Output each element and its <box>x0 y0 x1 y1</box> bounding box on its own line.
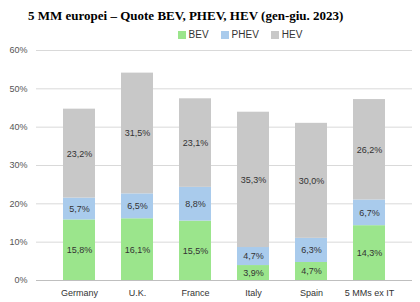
svg-text:15,8%: 15,8% <box>67 245 93 255</box>
svg-text:15,5%: 15,5% <box>183 246 209 256</box>
html-text:5 MM europei – Quote BEV, PHEV: 5 MM europei – Quote BEV, PHEV, HEV (gen… <box>28 8 344 23</box>
svg-text:6,3%: 6,3% <box>301 245 322 255</box>
svg-text:23,1%: 23,1% <box>183 138 209 148</box>
svg-text:30%: 30% <box>9 160 27 170</box>
html-text:BEV: BEV <box>188 28 209 40</box>
svg-text:23,2%: 23,2% <box>67 148 93 158</box>
svg-text:50%: 50% <box>9 84 27 94</box>
svg-text:Italy: Italy <box>245 288 262 298</box>
svg-text:14,3%: 14,3% <box>357 248 383 258</box>
svg-text:5,7%: 5,7% <box>69 204 90 214</box>
svg-text:5 MMs ex IT: 5 MMs ex IT <box>345 288 395 298</box>
svg-text:0%: 0% <box>14 275 27 285</box>
svg-text:Germany: Germany <box>61 288 99 298</box>
svg-text:4,7%: 4,7% <box>243 251 264 261</box>
svg-text:4,7%: 4,7% <box>301 266 322 276</box>
svg-text:3,9%: 3,9% <box>243 268 264 278</box>
svg-text:20%: 20% <box>9 199 27 209</box>
html-text:HEV: HEV <box>281 28 303 40</box>
svg-text:60%: 60% <box>9 45 27 55</box>
svg-text:U.K.: U.K. <box>129 288 147 298</box>
svg-text:6,7%: 6,7% <box>359 208 380 218</box>
svg-text:40%: 40% <box>9 122 27 132</box>
svg-text:Spain: Spain <box>300 288 323 298</box>
svg-text:6,5%: 6,5% <box>127 201 148 211</box>
html-text:PHEV: PHEV <box>231 28 259 40</box>
svg-text:30,0%: 30,0% <box>299 176 325 186</box>
svg-text:26,2%: 26,2% <box>357 145 383 155</box>
svg-text:10%: 10% <box>9 237 27 247</box>
svg-text:31,5%: 31,5% <box>125 128 151 138</box>
svg-text:35,3%: 35,3% <box>241 175 267 185</box>
svg-text:8,8%: 8,8% <box>185 199 206 209</box>
svg-text:16,1%: 16,1% <box>125 245 151 255</box>
svg-text:France: France <box>181 288 209 298</box>
